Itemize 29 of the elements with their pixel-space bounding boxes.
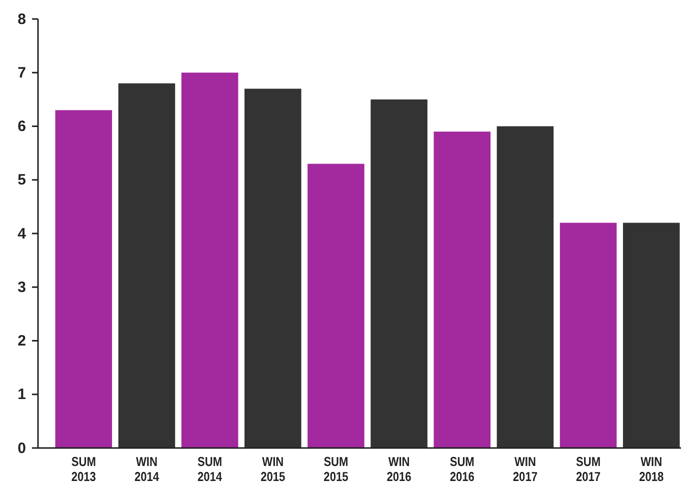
bar	[118, 83, 176, 448]
y-tick-label: 1	[18, 386, 26, 404]
x-tick-label: WIN 2015	[260, 454, 286, 484]
y-tick-label: 7	[18, 64, 26, 82]
x-tick-label: SUM 2013	[71, 454, 96, 484]
y-tick-label: 5	[18, 172, 26, 189]
bar	[244, 88, 302, 448]
x-tick-label: WIN 2016	[386, 454, 412, 484]
x-tick-label: SUM 2016	[450, 454, 475, 484]
x-tick-label: SUM 2017	[576, 454, 601, 484]
x-tick-label: SUM 2014	[198, 454, 222, 484]
y-tick-label: 0	[18, 440, 26, 457]
bar	[181, 72, 238, 448]
bar	[622, 222, 680, 448]
y-tick-label: 6	[18, 118, 26, 136]
bar	[55, 110, 112, 448]
bar	[434, 132, 491, 448]
y-tick-label: 3	[18, 278, 26, 296]
x-tick-label: WIN 2014	[134, 454, 160, 484]
bar	[560, 222, 617, 448]
x-tick-label: SUM 2015	[324, 454, 349, 484]
y-tick-label: 8	[18, 10, 26, 28]
bar	[308, 164, 364, 448]
x-tick-label: WIN 2017	[512, 454, 538, 484]
x-tick-label: WIN 2018	[639, 454, 664, 484]
y-tick-label: 2	[18, 332, 26, 350]
y-tick-label: 4	[18, 225, 27, 242]
bar	[496, 126, 554, 448]
bar	[370, 99, 428, 448]
